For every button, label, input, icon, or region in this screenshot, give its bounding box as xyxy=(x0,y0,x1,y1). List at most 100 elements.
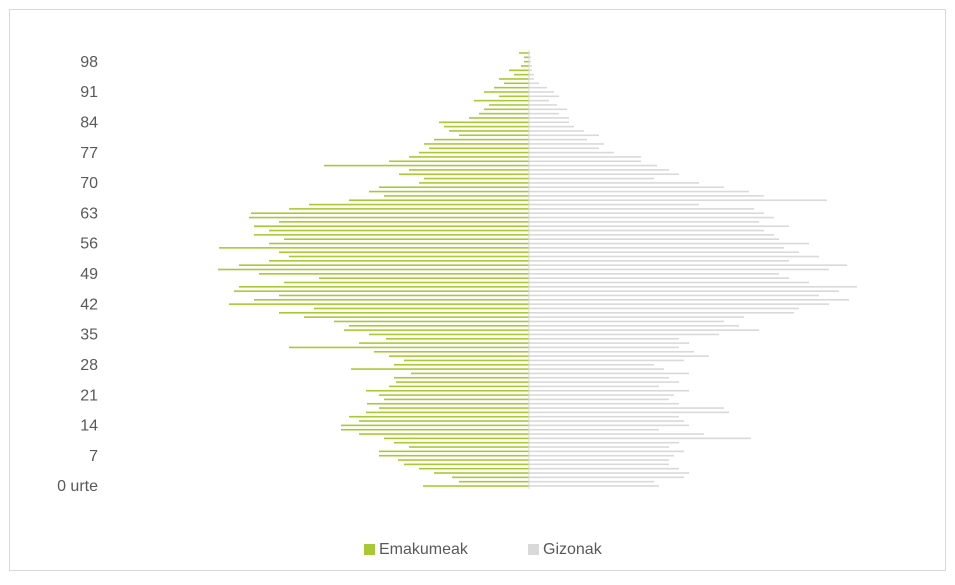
y-tick-label: 42 xyxy=(80,296,98,313)
bar xyxy=(379,454,529,457)
bar xyxy=(411,372,529,375)
bar xyxy=(529,324,739,327)
bar xyxy=(529,273,779,275)
bar xyxy=(366,411,529,414)
bar xyxy=(529,169,669,171)
bar xyxy=(304,316,529,318)
bar xyxy=(449,130,529,132)
bar xyxy=(384,437,529,440)
bar xyxy=(529,463,669,466)
bar xyxy=(529,234,774,236)
bar xyxy=(499,95,529,98)
y-tick-label: 70 xyxy=(80,175,98,192)
bar xyxy=(529,381,679,383)
bar xyxy=(529,312,794,314)
bar xyxy=(529,346,679,349)
bar xyxy=(529,277,789,279)
bar xyxy=(529,472,689,474)
bar xyxy=(314,307,529,310)
bar xyxy=(269,260,529,262)
bar xyxy=(529,454,674,457)
bar xyxy=(521,65,529,67)
bar xyxy=(324,164,529,167)
bar xyxy=(429,147,529,150)
bar xyxy=(529,125,574,128)
bar xyxy=(409,156,529,158)
bar xyxy=(379,450,529,453)
bar xyxy=(374,350,529,353)
bar xyxy=(269,242,529,245)
bar xyxy=(529,307,799,310)
bar xyxy=(529,255,819,258)
bar xyxy=(259,273,529,275)
bar xyxy=(219,247,529,249)
bar xyxy=(419,151,529,154)
bar xyxy=(529,203,699,206)
bar xyxy=(529,242,809,245)
bar xyxy=(529,99,549,102)
bar xyxy=(229,303,529,305)
bar xyxy=(409,169,529,171)
bar xyxy=(419,182,529,184)
bar xyxy=(524,56,529,59)
bar xyxy=(423,485,529,487)
bar xyxy=(379,186,529,189)
bar xyxy=(529,151,614,154)
bar xyxy=(384,398,529,401)
bar xyxy=(529,286,857,288)
y-tick-label: 56 xyxy=(80,236,98,253)
bar xyxy=(289,255,529,258)
bar xyxy=(529,394,674,396)
bar xyxy=(341,428,529,431)
bar xyxy=(394,376,529,379)
bar xyxy=(529,372,689,375)
bar xyxy=(529,156,641,158)
bar xyxy=(529,485,659,487)
bar xyxy=(239,264,529,266)
bar xyxy=(479,112,529,115)
bar xyxy=(529,216,774,219)
bar xyxy=(529,333,719,336)
bar xyxy=(529,420,684,422)
bar xyxy=(529,424,689,427)
bar xyxy=(529,134,599,137)
bar xyxy=(529,104,557,106)
bar xyxy=(529,82,539,85)
bar xyxy=(529,459,669,461)
bar xyxy=(529,407,724,409)
bar xyxy=(359,433,529,435)
y-tick-label: 7 xyxy=(89,448,98,465)
bar xyxy=(289,208,529,210)
bar xyxy=(439,121,529,124)
bar xyxy=(404,359,529,362)
bar xyxy=(529,303,829,305)
bar xyxy=(424,177,529,180)
bar xyxy=(529,342,689,344)
bar xyxy=(389,160,529,163)
bar xyxy=(396,381,529,383)
y-tick-label: 91 xyxy=(80,84,98,101)
bar xyxy=(529,428,659,431)
bar xyxy=(529,268,829,271)
bar xyxy=(369,333,529,336)
bar xyxy=(394,363,529,366)
y-tick-label: 21 xyxy=(80,387,98,404)
bar xyxy=(509,69,529,72)
bar xyxy=(529,402,679,405)
bar xyxy=(519,52,529,54)
bar xyxy=(529,190,749,193)
bar xyxy=(351,368,529,370)
bar xyxy=(529,446,669,448)
bar xyxy=(529,121,569,124)
bar xyxy=(529,385,659,388)
bar xyxy=(529,195,764,197)
bar xyxy=(529,229,764,232)
bar xyxy=(529,69,532,72)
bar xyxy=(529,441,679,444)
y-tick-label: 77 xyxy=(80,145,98,162)
bar xyxy=(529,329,759,331)
bar xyxy=(529,294,819,297)
bar xyxy=(434,472,529,474)
bar xyxy=(529,160,641,163)
bar xyxy=(344,329,529,331)
